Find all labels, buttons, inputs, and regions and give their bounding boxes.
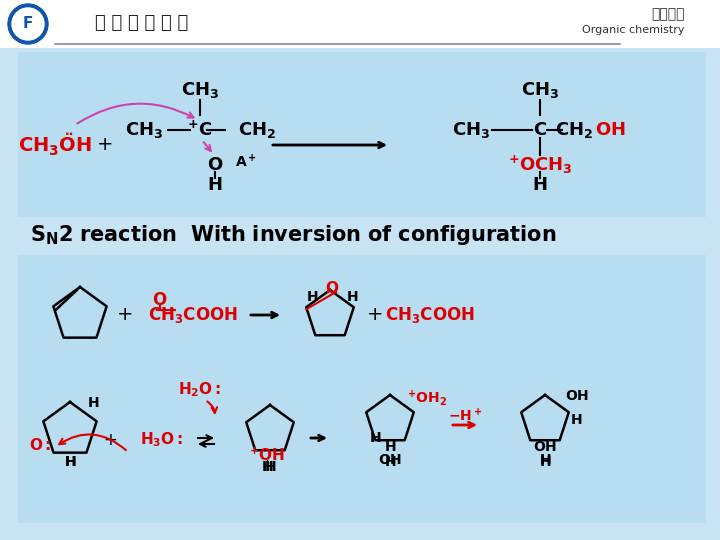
Text: +: + bbox=[103, 431, 117, 449]
Text: $\mathbf{OH}$: $\mathbf{OH}$ bbox=[565, 389, 589, 403]
Text: $\mathbf{^{+}OH_2}$: $\mathbf{^{+}OH_2}$ bbox=[407, 388, 447, 408]
Text: $\mathbf{CH_3\ddot{O}H}$: $\mathbf{CH_3\ddot{O}H}$ bbox=[18, 132, 92, 158]
Text: $\mathbf{CH_3}$: $\mathbf{CH_3}$ bbox=[181, 80, 219, 100]
Text: $\mathbf{OH}$: $\mathbf{OH}$ bbox=[378, 453, 402, 467]
Text: $\mathbf{O}$: $\mathbf{O}$ bbox=[325, 280, 339, 296]
Text: +: + bbox=[96, 136, 113, 154]
Text: $\mathbf{OH}$: $\mathbf{OH}$ bbox=[595, 121, 626, 139]
Text: $\mathbf{H}$: $\mathbf{H}$ bbox=[384, 455, 396, 469]
FancyBboxPatch shape bbox=[18, 255, 706, 523]
Text: $\mathbf{H_3O:}$: $\mathbf{H_3O:}$ bbox=[140, 431, 183, 449]
FancyBboxPatch shape bbox=[0, 0, 720, 48]
Text: $\mathbf{H}$: $\mathbf{H}$ bbox=[264, 460, 276, 474]
Text: $\mathbf{H}$: $\mathbf{H}$ bbox=[306, 290, 318, 304]
Text: $\mathbf{^{+}OH}$: $\mathbf{^{+}OH}$ bbox=[249, 447, 285, 464]
Text: 河 南 工 程 学 院: 河 南 工 程 学 院 bbox=[95, 14, 188, 32]
Text: $\mathbf{S_N}$$\mathbf{2\ reaction\ \ With\ inversion\ of\ configuration}$: $\mathbf{S_N}$$\mathbf{2\ reaction\ \ Wi… bbox=[30, 223, 557, 247]
Text: $\mathbf{H}$: $\mathbf{H}$ bbox=[369, 431, 381, 445]
Text: $\mathbf{CH_3COOH}$: $\mathbf{CH_3COOH}$ bbox=[148, 305, 238, 325]
Text: $\mathbf{CH_2}$: $\mathbf{CH_2}$ bbox=[238, 120, 276, 140]
Circle shape bbox=[8, 4, 48, 44]
Text: $\mathbf{CH_3}$: $\mathbf{CH_3}$ bbox=[451, 120, 490, 140]
Text: $\mathbf{H}$: $\mathbf{H}$ bbox=[539, 455, 552, 469]
Text: $\mathbf{H}$: $\mathbf{H}$ bbox=[539, 453, 552, 467]
Text: $\mathbf{H}$: $\mathbf{H}$ bbox=[64, 455, 76, 469]
Text: $\mathbf{CH_2}$: $\mathbf{CH_2}$ bbox=[555, 120, 593, 140]
Text: $\mathbf{H_2O:}$: $\mathbf{H_2O:}$ bbox=[179, 381, 222, 400]
Text: $\mathbf{H}$: $\mathbf{H}$ bbox=[346, 290, 358, 304]
Text: 有机化学: 有机化学 bbox=[652, 7, 685, 21]
Text: F: F bbox=[23, 17, 33, 31]
Text: $\mathbf{O:}$: $\mathbf{O:}$ bbox=[29, 437, 51, 453]
Text: $\mathbf{CH_3COOH}$: $\mathbf{CH_3COOH}$ bbox=[385, 305, 475, 325]
FancyBboxPatch shape bbox=[18, 52, 706, 217]
Text: $\mathbf{C}$: $\mathbf{C}$ bbox=[533, 121, 547, 139]
Circle shape bbox=[12, 8, 44, 40]
Text: $\mathbf{^{+}OCH_3}$: $\mathbf{^{+}OCH_3}$ bbox=[508, 154, 572, 176]
Text: $\mathbf{OH}$: $\mathbf{OH}$ bbox=[533, 440, 557, 454]
Text: $\mathbf{H}$: $\mathbf{H}$ bbox=[207, 176, 222, 194]
Text: $\mathbf{A^+}$: $\mathbf{A^+}$ bbox=[235, 153, 257, 171]
Text: $\mathbf{H}$: $\mathbf{H}$ bbox=[261, 460, 273, 474]
Text: +: + bbox=[366, 306, 383, 325]
Text: $\mathbf{H}$: $\mathbf{H}$ bbox=[570, 413, 582, 427]
Text: $\mathbf{H}$: $\mathbf{H}$ bbox=[64, 455, 76, 469]
Text: $\mathbf{O}$: $\mathbf{O}$ bbox=[207, 156, 223, 174]
Text: $\mathbf{H}$: $\mathbf{H}$ bbox=[384, 440, 396, 454]
Text: $\mathbf{O}$: $\mathbf{O}$ bbox=[153, 291, 168, 309]
Text: $\mathbf{^{+}C}$: $\mathbf{^{+}C}$ bbox=[187, 120, 212, 140]
Text: $\mathbf{H}$: $\mathbf{H}$ bbox=[532, 176, 548, 194]
Text: $\mathbf{-H^+}$: $\mathbf{-H^+}$ bbox=[448, 407, 482, 424]
Text: Organic chemistry: Organic chemistry bbox=[582, 25, 685, 35]
Text: $\mathbf{H}$: $\mathbf{H}$ bbox=[87, 396, 99, 410]
Text: $\mathbf{CH_3}$: $\mathbf{CH_3}$ bbox=[125, 120, 163, 140]
Text: +: + bbox=[117, 306, 133, 325]
Text: $\mathbf{CH_3}$: $\mathbf{CH_3}$ bbox=[521, 80, 559, 100]
